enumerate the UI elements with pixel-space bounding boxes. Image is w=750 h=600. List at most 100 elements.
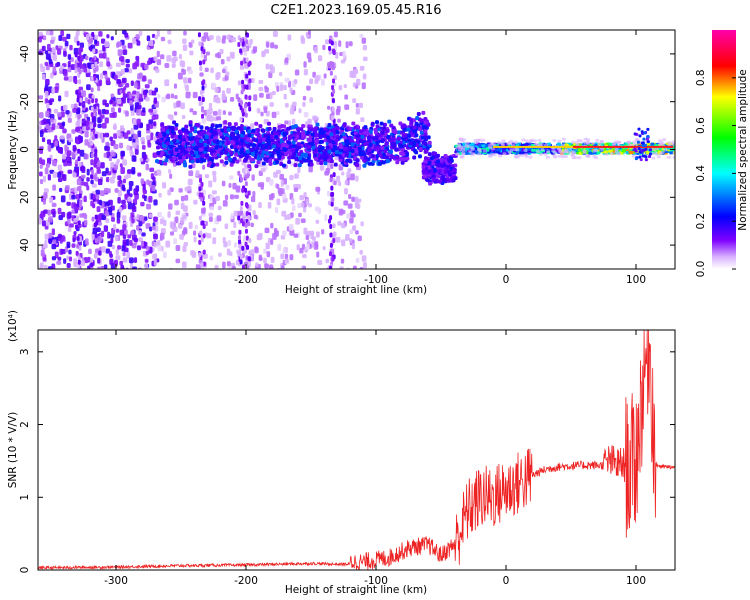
spectrogram-cell	[44, 90, 49, 98]
spectrogram-cell	[202, 164, 206, 170]
spectrogram-cell	[53, 160, 57, 167]
spectrogram-cell	[212, 175, 217, 183]
spectrogram-cell	[260, 184, 264, 190]
spectrogram-cell	[132, 62, 138, 70]
spectrogram-cell	[292, 152, 297, 157]
spectrogram-cell	[242, 152, 247, 157]
spectrogram-cell	[241, 245, 245, 251]
spectrogram-cell	[211, 190, 217, 195]
spectrogram-cell	[345, 41, 349, 49]
spectrogram-cell	[329, 223, 333, 229]
spectrogram-cell	[90, 76, 94, 82]
spectrogram-cell	[198, 186, 202, 192]
spectrogram-cell	[115, 228, 120, 233]
spectrogram-cell	[214, 87, 219, 93]
spectrogram-cell	[277, 243, 282, 251]
spectrogram-cell	[162, 132, 167, 137]
spectrogram-cell	[165, 240, 171, 248]
spectrogram-cell	[94, 98, 98, 104]
spectrogram-cell	[281, 188, 285, 195]
spectrogram-cell	[122, 257, 128, 263]
spectrogram-cell	[67, 117, 72, 123]
spectrogram-cell	[52, 210, 56, 218]
spectrogram-cell	[233, 242, 238, 248]
spectrogram-cell	[188, 120, 193, 125]
spectrogram-cell	[346, 171, 351, 178]
spectrogram-cell	[439, 157, 444, 162]
spectrogram-cell	[236, 144, 241, 149]
spectrogram-cell	[81, 90, 86, 98]
spectrogram-cell	[299, 127, 304, 132]
spectrogram-cell	[169, 173, 173, 179]
spectrogram-cell	[188, 69, 193, 75]
spectrogram-cell	[315, 122, 320, 127]
spectrogram-cell	[108, 156, 113, 162]
spectrogram-cell	[182, 159, 187, 164]
spectrogram-cell	[195, 170, 200, 177]
chart-title: C2E1.2023.169.05.45.R16	[270, 3, 441, 18]
spectrogram-cell	[329, 70, 333, 76]
spectrogram-cell	[86, 185, 90, 191]
spectrogram-cell	[645, 151, 650, 155]
spectrogram-cell	[140, 240, 144, 247]
spectrogram-cell	[117, 49, 123, 56]
spectrogram-cell	[331, 85, 335, 91]
spectrogram-cell	[49, 196, 54, 203]
spectrogram-cell	[178, 188, 183, 193]
spectrogram-cell	[264, 48, 270, 54]
spectrogram-cell	[391, 129, 396, 134]
spectrogram-cell	[206, 163, 211, 168]
spectrogram-cell	[71, 209, 75, 214]
spectrogram-cell	[90, 112, 94, 118]
spectrogram-cell	[94, 61, 98, 67]
spectrogram-cell	[182, 44, 188, 52]
spectrogram-cell	[44, 84, 49, 91]
spectrogram-cell	[361, 37, 367, 44]
spectrogram-cell	[271, 111, 277, 118]
spectrogram-cell	[133, 257, 138, 263]
spectrogram-cell	[256, 234, 262, 241]
spectrogram-cell	[153, 97, 158, 104]
spectrogram-cell	[210, 123, 215, 128]
spectrogram-cell	[359, 33, 364, 39]
spectrogram-cell	[79, 213, 85, 218]
spectrogram-cell	[276, 198, 281, 206]
spectrogram-cell	[255, 262, 259, 268]
spectrogram-cell	[109, 112, 115, 118]
spectrogram-cell	[141, 145, 146, 150]
spectrogram-cell	[41, 252, 46, 258]
spectrogram-cell	[38, 95, 44, 100]
spectrogram-cell	[224, 136, 229, 141]
spectrogram-cell	[93, 75, 97, 81]
spectrogram-cell	[375, 145, 380, 150]
spectrogram-cell	[302, 265, 306, 269]
spectrogram-cell	[240, 177, 244, 183]
spectrogram-cell	[287, 140, 292, 145]
spectrogram-cell	[72, 172, 77, 178]
spectrogram-cell	[537, 139, 542, 143]
spectrogram-cell	[91, 216, 95, 222]
spectrogram-cell	[341, 239, 346, 247]
spectrogram-cell	[227, 157, 232, 162]
spectrogram-cell	[229, 175, 234, 180]
spectrogram-cell	[229, 162, 234, 167]
spectrogram-cell	[545, 155, 550, 159]
spectrogram-cell	[344, 104, 350, 110]
spectrogram-cell	[219, 48, 224, 55]
spectrogram-cell	[219, 159, 224, 164]
spectrogram-cell	[288, 80, 292, 88]
spectrogram-cell	[478, 143, 483, 147]
spectrogram-cell	[355, 158, 360, 163]
spectrogram-cell	[70, 64, 76, 71]
spectrogram-cell	[77, 148, 81, 154]
spectrogram-cell	[220, 58, 225, 65]
spectrogram-cell	[412, 129, 417, 134]
spectrogram-cell	[523, 148, 528, 152]
spectrogram-cell	[84, 139, 89, 146]
spectrogram-cell	[201, 220, 205, 226]
spectrogram-cell	[308, 165, 313, 173]
spectrogram-cell	[146, 123, 150, 131]
spectrogram-cell	[285, 258, 289, 263]
spectrogram-cell	[358, 152, 363, 157]
